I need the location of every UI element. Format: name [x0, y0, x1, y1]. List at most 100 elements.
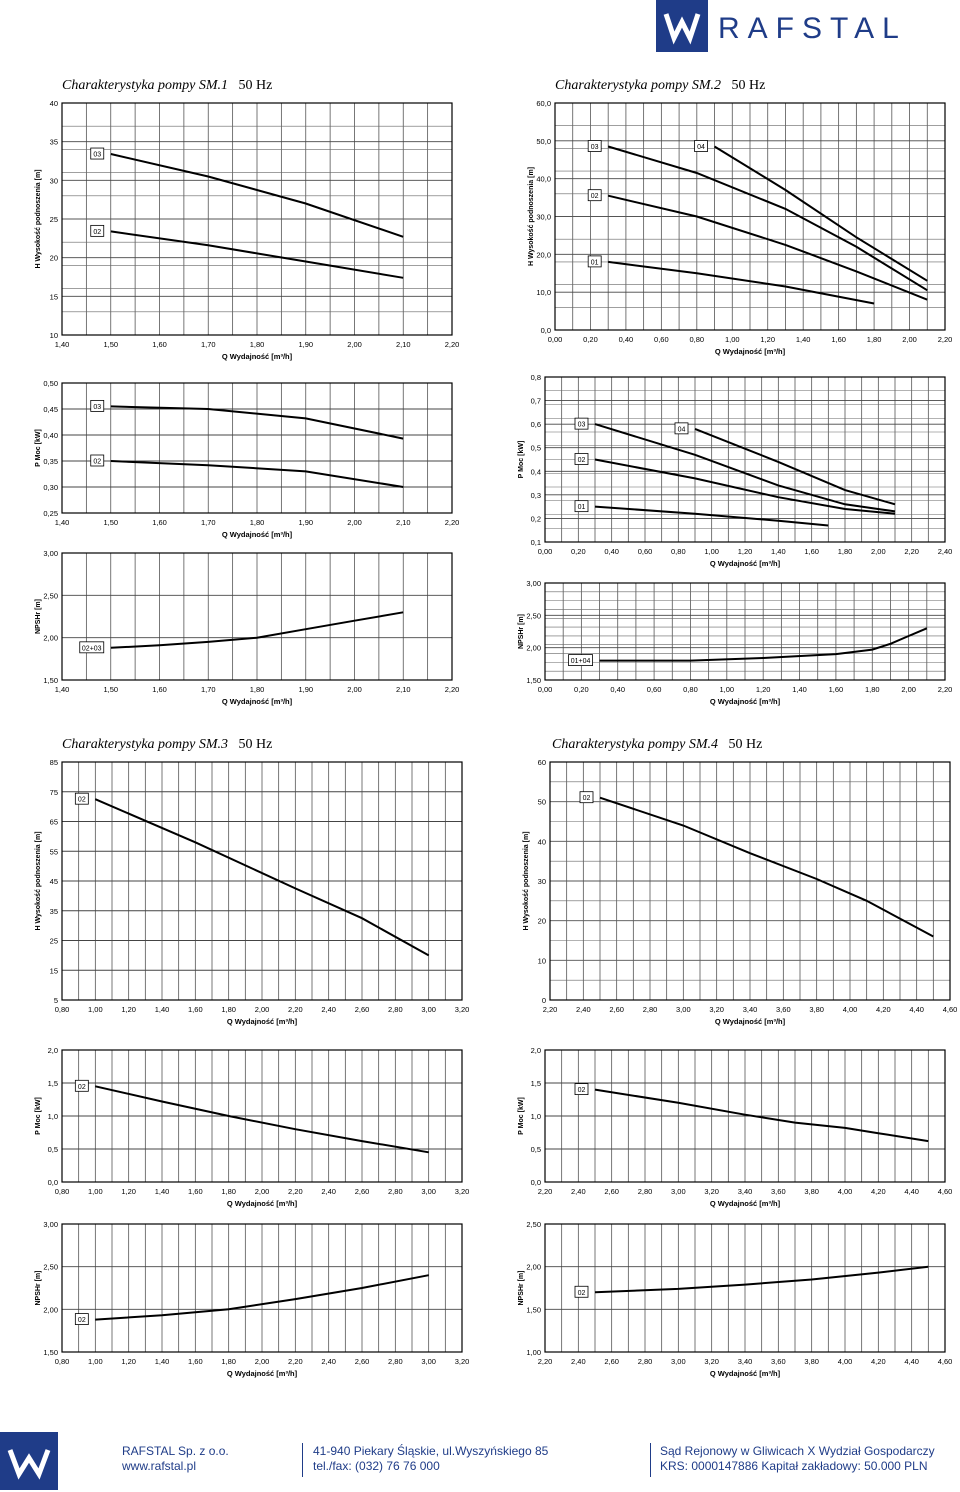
- x-tick-label: 2,20: [288, 1357, 303, 1366]
- y-tick-label: 30: [538, 877, 546, 886]
- y-tick-label: 45: [50, 877, 58, 886]
- chart-sm2-h: 0,00 0,20 0,40 0,60 0,80 1,00 1,20 1,40 1,60 1,80…: [528, 99, 952, 356]
- chart-title-sm3: Charakterystyka pompy SM.3 50 Hz: [62, 737, 273, 752]
- x-tick-label: 1,40: [155, 1357, 170, 1366]
- y-axis-label: NPSHr [m]: [35, 599, 42, 634]
- footer-separator: [650, 1443, 651, 1477]
- x-tick-label: 4,20: [876, 1005, 891, 1014]
- x-tick-label: 4,20: [871, 1357, 886, 1366]
- x-tick-label: 3,40: [743, 1005, 758, 1014]
- chart-title-sm1: Charakterystyka pompy SM.1 50 Hz: [62, 78, 273, 93]
- plot-frame: [61, 1223, 463, 1353]
- y-tick-label: 20: [50, 254, 58, 263]
- x-tick-label: 1,80: [221, 1005, 236, 1014]
- x-tick-label: 1,60: [188, 1005, 203, 1014]
- chart-sm3-p: 0,80 1,00 1,20 1,40 1,60 1,80 2,00 2,20 2,40 2,60…: [35, 1046, 469, 1208]
- y-tick-label: 0,5: [48, 1145, 58, 1154]
- y-tick-label: 0,0: [48, 1178, 58, 1187]
- x-tick-label: 2,20: [538, 1357, 553, 1366]
- series-tag-label: 02: [93, 459, 101, 466]
- y-tick-label: 0,30: [43, 483, 58, 492]
- series-tag-box: [574, 1083, 589, 1095]
- x-tick-label: 3,20: [704, 1357, 719, 1366]
- y-axis-label: H Wysokość podnoszenia [m]: [35, 831, 42, 930]
- x-tick-label: 3,20: [704, 1187, 719, 1196]
- x-tick-label: 4,60: [938, 1357, 953, 1366]
- x-axis-label: Q Wydajność [m³/h]: [222, 697, 293, 706]
- x-tick-label: 1,40: [155, 1005, 170, 1014]
- x-tick-label: 4,40: [909, 1005, 924, 1014]
- x-tick-label: 1,20: [121, 1005, 136, 1014]
- y-tick-label: 2,50: [526, 1220, 541, 1229]
- x-tick-label: 1,90: [298, 518, 313, 527]
- y-tick-label: 1,00: [526, 1348, 541, 1357]
- x-tick-label: 1,50: [103, 518, 118, 527]
- series-tag-box: [587, 140, 602, 152]
- y-tick-label: 10: [50, 331, 58, 340]
- series-line: [594, 1265, 929, 1294]
- x-tick-label: 3,20: [455, 1187, 470, 1196]
- x-tick-label: 1,60: [188, 1357, 203, 1366]
- series-tag-label: 04: [697, 144, 705, 151]
- x-tick-label: 1,70: [201, 685, 216, 694]
- x-tick-label: 1,60: [831, 335, 846, 344]
- series-line: [713, 145, 928, 282]
- x-tick-label: 3,20: [455, 1357, 470, 1366]
- series-line: [608, 260, 875, 305]
- series-tag-box: [587, 189, 602, 202]
- series-tag-label: 02: [583, 795, 591, 802]
- x-tick-label: 1,70: [201, 340, 216, 349]
- y-tick-label: 30,0: [536, 213, 551, 222]
- x-tick-label: 2,00: [902, 335, 917, 344]
- y-tick-label: 0,0: [541, 326, 551, 335]
- series-tag-box: [574, 453, 589, 465]
- footer-logo-icon: [0, 1432, 58, 1490]
- x-tick-label: 1,40: [155, 1187, 170, 1196]
- x-axis-label: Q Wydajność [m³/h]: [710, 559, 781, 568]
- y-tick-label: 2,0: [531, 1046, 541, 1055]
- series-tag-label: 02: [93, 229, 101, 236]
- x-tick-label: 1,80: [221, 1357, 236, 1366]
- footer-website[interactable]: www.rafstal.pl: [122, 1459, 197, 1473]
- x-tick-label: 1,00: [88, 1187, 103, 1196]
- y-tick-label: 1,5: [48, 1079, 58, 1088]
- x-tick-label: 1,20: [121, 1357, 136, 1366]
- x-tick-label: 2,20: [288, 1187, 303, 1196]
- series-tag-label: 02: [578, 1290, 586, 1297]
- chart-sm3-h: 0,80 1,00 1,20 1,40 1,60 1,80 2,00 2,20 2,40 2,60…: [35, 758, 469, 1026]
- x-tick-label: 0,60: [638, 547, 653, 556]
- x-tick-label: 2,60: [609, 1005, 624, 1014]
- x-tick-label: 2,00: [255, 1187, 270, 1196]
- x-tick-label: 2,00: [347, 518, 362, 527]
- x-tick-label: 2,40: [571, 1357, 586, 1366]
- series-line: [110, 460, 404, 488]
- series-line: [594, 505, 829, 527]
- x-tick-label: 3,00: [421, 1005, 436, 1014]
- series-line: [95, 1085, 429, 1154]
- x-tick-label: 2,00: [255, 1357, 270, 1366]
- y-tick-label: 0,25: [43, 509, 58, 518]
- footer-separator: [302, 1443, 303, 1477]
- y-tick-label: 5: [54, 996, 58, 1005]
- x-tick-label: 1,20: [121, 1187, 136, 1196]
- x-axis-label: Q Wydajność [m³/h]: [715, 1017, 786, 1026]
- x-tick-label: 0,80: [55, 1005, 70, 1014]
- series-tag-box: [74, 1079, 89, 1092]
- series-tag-box: [579, 791, 594, 804]
- x-tick-label: 2,20: [938, 685, 953, 694]
- y-axis-label: P Moc [kW]: [35, 429, 42, 467]
- x-tick-label: 1,60: [152, 518, 167, 527]
- x-tick-label: 0,80: [671, 547, 686, 556]
- x-tick-label: 1,00: [88, 1005, 103, 1014]
- x-tick-label: 2,00: [347, 340, 362, 349]
- y-tick-label: 0,6: [531, 420, 541, 429]
- rafstal-logo: RAFSTAL: [656, 0, 899, 52]
- x-tick-label: 2,80: [388, 1357, 403, 1366]
- y-tick-label: 35: [50, 138, 58, 147]
- y-tick-label: 15: [50, 966, 58, 975]
- series-line: [594, 423, 896, 513]
- series-tag-label: 02: [591, 193, 599, 200]
- x-tick-label: 1,80: [250, 518, 265, 527]
- y-tick-label: 0,3: [531, 491, 541, 500]
- x-tick-label: 1,00: [725, 335, 740, 344]
